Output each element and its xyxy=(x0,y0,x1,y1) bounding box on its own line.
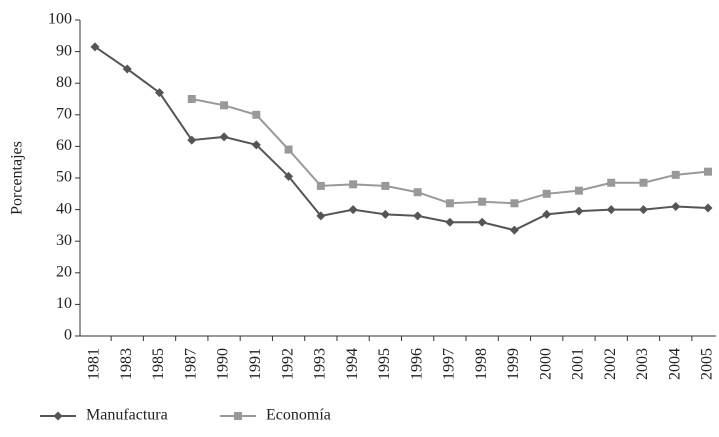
x-tick-label: 1997 xyxy=(441,348,458,380)
data-point xyxy=(381,181,390,190)
data-point xyxy=(671,170,680,179)
series-line xyxy=(191,98,709,205)
x-tick-label: 2002 xyxy=(602,348,619,380)
legend-marker xyxy=(53,411,63,421)
x-tick-label: 2003 xyxy=(634,348,651,380)
data-point xyxy=(510,199,519,208)
data-point xyxy=(445,199,454,208)
x-tick-label: 2004 xyxy=(666,348,683,380)
data-point xyxy=(155,88,165,98)
data-point xyxy=(122,64,132,74)
data-point xyxy=(638,205,648,215)
data-point xyxy=(703,203,713,213)
data-point xyxy=(671,201,681,211)
data-point xyxy=(639,178,648,187)
data-point xyxy=(477,217,487,227)
y-tick-label: 70 xyxy=(56,105,72,122)
x-tick-label: 1996 xyxy=(408,348,425,380)
data-point xyxy=(704,167,712,176)
x-tick-label: 1985 xyxy=(150,348,167,380)
x-tick-label: 1987 xyxy=(182,348,199,380)
y-tick-label: 80 xyxy=(56,74,72,91)
x-tick-label: 1983 xyxy=(118,348,135,380)
legend-label: Economía xyxy=(266,407,331,424)
y-tick-label: 60 xyxy=(56,137,72,154)
x-tick-label: 2001 xyxy=(570,348,587,380)
data-point xyxy=(445,217,455,227)
x-tick-label: 1990 xyxy=(215,348,232,380)
data-point xyxy=(316,211,326,221)
data-point xyxy=(478,197,487,206)
y-tick-label: 20 xyxy=(56,263,72,280)
y-tick-label: 0 xyxy=(64,327,72,344)
data-point xyxy=(413,188,422,197)
data-point xyxy=(574,206,584,216)
series-line xyxy=(94,46,709,232)
data-point xyxy=(187,135,197,145)
y-tick-label: 90 xyxy=(56,42,72,59)
x-tick-label: 2000 xyxy=(537,348,554,380)
data-point xyxy=(607,178,616,187)
x-tick-label: 1993 xyxy=(312,348,329,380)
data-point xyxy=(413,211,423,221)
data-point xyxy=(349,180,358,189)
data-point xyxy=(380,209,390,219)
data-point xyxy=(220,101,229,110)
data-point xyxy=(251,140,261,150)
data-point xyxy=(542,209,552,219)
y-axis-label: Porcentajes xyxy=(9,141,26,215)
legend-marker xyxy=(234,412,242,420)
x-tick-label: 2005 xyxy=(699,348,716,380)
x-tick-label: 1999 xyxy=(505,348,522,380)
x-tick-label: 1994 xyxy=(344,348,361,380)
x-tick-label: 1991 xyxy=(247,348,264,380)
data-point xyxy=(574,186,583,195)
data-point xyxy=(219,132,229,142)
data-point xyxy=(252,110,261,119)
data-point xyxy=(90,42,100,52)
y-tick-label: 100 xyxy=(48,11,72,28)
x-tick-label: 1981 xyxy=(86,348,103,380)
data-point xyxy=(348,205,358,215)
legend-label: Manufactura xyxy=(86,407,168,424)
y-tick-label: 10 xyxy=(56,295,72,312)
data-point xyxy=(284,145,293,154)
data-point xyxy=(187,95,196,103)
data-point xyxy=(316,181,325,190)
data-point xyxy=(606,205,616,215)
y-tick-label: 40 xyxy=(56,200,72,217)
y-tick-label: 50 xyxy=(56,169,72,186)
data-point xyxy=(284,171,294,181)
x-tick-label: 1992 xyxy=(279,348,296,380)
x-tick-label: 1995 xyxy=(376,348,393,380)
x-tick-label: 1998 xyxy=(473,348,490,380)
data-point xyxy=(509,225,519,235)
data-point xyxy=(542,189,551,198)
y-tick-label: 30 xyxy=(56,232,72,249)
